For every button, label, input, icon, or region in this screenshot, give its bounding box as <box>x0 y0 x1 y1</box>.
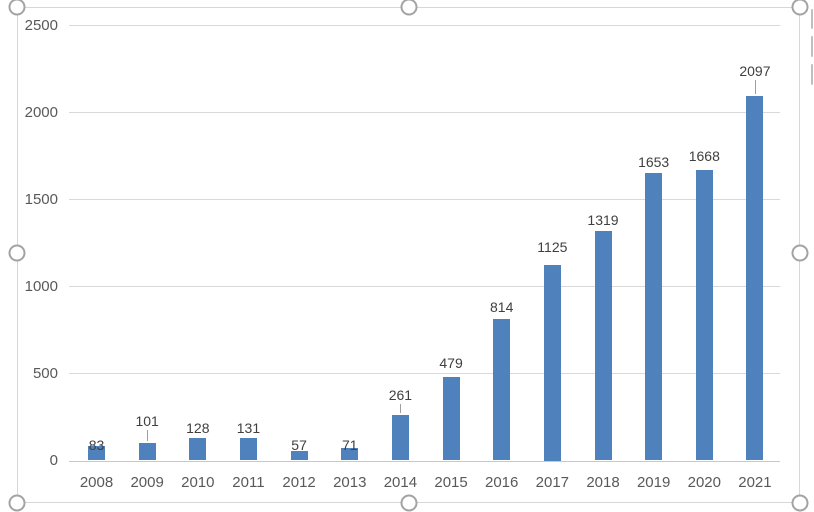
bar-2012[interactable] <box>290 450 308 461</box>
chart-area[interactable]: 0 500 1000 1500 2000 2500 83 2008 101 2009 128 2010… <box>17 7 800 503</box>
y-tick-label-2500[interactable]: 2500 <box>24 16 58 34</box>
x-tick-label-2011[interactable]: 2011 <box>232 474 265 491</box>
selection-handle-top-right[interactable] <box>791 0 809 16</box>
x-tick-label-2008[interactable]: 2008 <box>79 474 114 491</box>
gridline-500 <box>69 373 780 374</box>
selection-handle-bottom-right[interactable] <box>791 494 809 512</box>
x-tick-label-2018[interactable]: 2018 <box>586 474 620 491</box>
data-label-2015[interactable]: 479 <box>439 355 463 372</box>
bar-2011[interactable] <box>239 437 257 461</box>
data-label-2014[interactable]: 261 <box>388 387 413 404</box>
x-tick-label-2010[interactable]: 2010 <box>181 474 215 491</box>
bar-2015[interactable] <box>442 377 460 461</box>
data-label-2017[interactable]: 1125 <box>537 238 568 255</box>
plot-area: 0 500 1000 1500 2000 2500 83 2008 101 2009 128 2010… <box>18 8 799 502</box>
x-tick-label-2021[interactable]: 2021 <box>738 474 772 491</box>
bar-2018[interactable] <box>594 230 612 461</box>
data-label-2021[interactable]: 2097 <box>739 62 771 79</box>
x-tick-label-2009[interactable]: 2009 <box>130 474 164 491</box>
data-label-2012[interactable]: 57 <box>291 436 307 453</box>
data-label-2018[interactable]: 1319 <box>587 211 619 228</box>
bar-2008[interactable] <box>88 446 105 461</box>
bar-2010[interactable] <box>189 438 207 461</box>
data-label-2019[interactable]: 1653 <box>638 153 670 170</box>
chart-elements-button-edge[interactable] <box>810 9 813 29</box>
gridline-1000 <box>69 286 780 287</box>
data-label-2008[interactable]: 83 <box>88 437 105 454</box>
bar-2014[interactable] <box>391 415 409 461</box>
chart-filters-button-edge[interactable] <box>810 64 813 85</box>
selection-handle-bottom-left[interactable] <box>8 494 26 512</box>
x-tick-label-2016[interactable]: 2016 <box>485 474 519 491</box>
x-axis-line <box>69 460 780 462</box>
x-tick-label-2020[interactable]: 2020 <box>687 474 721 491</box>
x-tick-label-2014[interactable]: 2014 <box>383 474 418 491</box>
selection-handle-top-left[interactable] <box>8 0 26 16</box>
data-label-2011[interactable]: 131 <box>236 419 261 436</box>
bar-2016[interactable] <box>493 318 511 461</box>
y-tick-label-2000[interactable]: 2000 <box>24 103 58 121</box>
chart-styles-button-edge[interactable] <box>810 36 813 57</box>
x-tick-label-2019[interactable]: 2019 <box>636 474 671 491</box>
selection-handle-mid-right[interactable] <box>791 244 809 262</box>
selection-handle-mid-left[interactable] <box>8 244 26 262</box>
leader-line-2009 <box>147 429 149 441</box>
x-tick-label-2017[interactable]: 2017 <box>535 474 570 491</box>
y-tick-label-1500[interactable]: 1500 <box>24 190 58 208</box>
bar-2020[interactable] <box>695 170 713 461</box>
gridline-1500 <box>69 199 780 200</box>
gridline-2000 <box>69 112 780 113</box>
bar-2009[interactable] <box>138 442 156 461</box>
data-label-2020[interactable]: 1668 <box>688 148 720 165</box>
y-tick-label-0[interactable]: 0 <box>49 451 58 469</box>
x-tick-label-2013[interactable]: 2013 <box>333 474 367 491</box>
x-tick-label-2012[interactable]: 2012 <box>282 474 316 491</box>
bar-2019[interactable] <box>645 172 663 461</box>
bar-2021[interactable] <box>746 95 764 461</box>
data-label-2016[interactable]: 814 <box>490 298 514 315</box>
data-label-2010[interactable]: 128 <box>186 420 210 437</box>
selection-handle-bottom-center[interactable] <box>400 494 417 512</box>
data-label-2013[interactable]: 71 <box>341 437 358 454</box>
selection-handle-top-center[interactable] <box>400 0 417 16</box>
bar-2017[interactable] <box>543 264 561 461</box>
data-label-2009[interactable]: 101 <box>135 412 159 429</box>
leader-line-2021 <box>754 79 756 94</box>
x-tick-label-2015[interactable]: 2015 <box>434 474 468 491</box>
y-tick-label-500[interactable]: 500 <box>32 364 58 382</box>
gridline-2500 <box>69 25 780 26</box>
bar-2013[interactable] <box>341 448 359 461</box>
y-tick-label-1000[interactable]: 1000 <box>24 277 58 295</box>
leader-line-2014 <box>400 404 402 414</box>
